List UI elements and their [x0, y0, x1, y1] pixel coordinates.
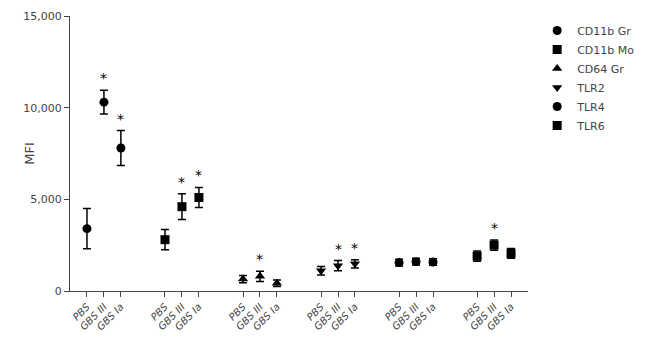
svg-text:*: *	[256, 251, 263, 267]
svg-text:GBS Ia: GBS Ia	[95, 301, 126, 332]
svg-text:GBS Ia: GBS Ia	[329, 301, 360, 332]
svg-text:PBS: PBS	[71, 301, 93, 323]
svg-text:TLR6: TLR6	[576, 120, 605, 133]
svg-text:10,000: 10,000	[23, 102, 62, 115]
svg-text:GBS III: GBS III	[78, 301, 109, 332]
svg-text:GBS Ia: GBS Ia	[407, 301, 438, 332]
svg-text:PBS: PBS	[227, 301, 249, 323]
svg-text:TLR2: TLR2	[576, 82, 605, 95]
svg-text:CD11b Mo: CD11b Mo	[577, 44, 634, 57]
svg-text:0: 0	[55, 285, 62, 298]
svg-text:PBS: PBS	[149, 301, 171, 323]
svg-text:15,000: 15,000	[23, 10, 62, 23]
svg-text:CD11b Gr: CD11b Gr	[577, 25, 631, 38]
svg-text:GBS Ia: GBS Ia	[173, 301, 204, 332]
svg-text:PBS: PBS	[461, 301, 483, 323]
svg-text:*: *	[117, 111, 124, 127]
svg-text:*: *	[100, 70, 107, 86]
svg-text:GBS Ia: GBS Ia	[485, 301, 516, 332]
svg-text:*: *	[195, 167, 202, 183]
svg-text:*: *	[335, 241, 342, 257]
svg-text:PBS: PBS	[383, 301, 405, 323]
svg-text:TLR4: TLR4	[576, 101, 605, 114]
svg-text:GBS III: GBS III	[156, 301, 187, 332]
svg-text:GBS III: GBS III	[234, 301, 265, 332]
svg-text:5,000: 5,000	[30, 193, 62, 206]
svg-text:PBS: PBS	[305, 301, 327, 323]
svg-text:GBS Ia: GBS Ia	[251, 301, 282, 332]
svg-text:GBS III: GBS III	[312, 301, 343, 332]
svg-text:GBS III: GBS III	[468, 301, 499, 332]
svg-text:*: *	[351, 240, 358, 256]
svg-text:GBS III: GBS III	[390, 301, 421, 332]
svg-text:MFI: MFI	[22, 142, 37, 165]
svg-text:CD64 Gr: CD64 Gr	[577, 63, 624, 76]
svg-text:*: *	[178, 174, 185, 190]
svg-text:*: *	[491, 220, 498, 236]
